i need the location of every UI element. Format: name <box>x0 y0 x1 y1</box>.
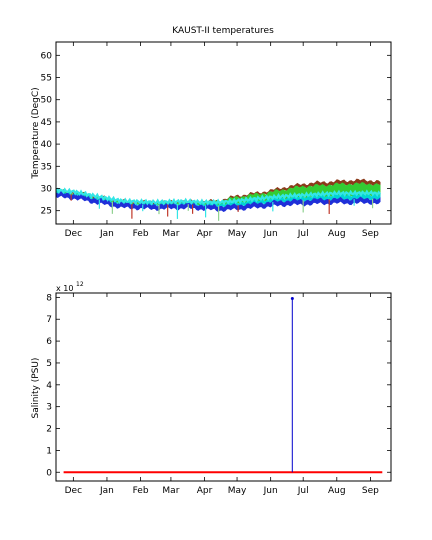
temperature-x-tick-label: Aug <box>328 229 346 239</box>
salinity-spike-marker <box>290 296 294 300</box>
salinity-y-tick-label: 1 <box>46 446 52 456</box>
temperature-x-tick-label: Apr <box>197 229 213 239</box>
temperature-plot-area: 25 30 35 40 45 50 55 60 Dec Jan Feb Mar Apr May Jun Jul… <box>41 41 392 239</box>
temperature-y-axis-label: Temperature (DegC) <box>31 87 41 179</box>
salinity-x-tick-label: Feb <box>133 486 149 496</box>
salinity-exponent-base: x 10 <box>56 284 73 293</box>
temperature-y-tick-label: 30 <box>41 184 53 194</box>
salinity-plot-area: 0 1 2 3 4 5 6 7 8 Dec Jan Feb Mar Apr May Jun Jul Aug Sep <box>46 292 392 496</box>
temperature-x-tick-label: Mar <box>162 229 179 239</box>
temperature-band-lower <box>55 191 381 212</box>
salinity-y-tick-label: 3 <box>46 403 52 413</box>
temperature-y-tick-label: 25 <box>41 207 52 217</box>
salinity-x-tick-label: Aug <box>328 486 346 496</box>
salinity-y-tick-label: 6 <box>46 337 52 347</box>
temperature-y-tick-label: 45 <box>41 118 52 128</box>
temperature-x-tick-label: Jul <box>297 229 309 239</box>
salinity-x-tick-label: Apr <box>197 486 213 496</box>
temperature-chart-title: KAUST-II temperatures <box>172 26 274 36</box>
salinity-x-tick-label: Sep <box>362 486 379 496</box>
temperature-panel: KAUST-II temperatures Temperature (DegC)… <box>31 26 392 239</box>
temperature-x-tick-label: May <box>228 229 247 239</box>
salinity-y-axis-label: Salinity (PSU) <box>31 358 41 419</box>
salinity-y-tick-label: 4 <box>46 381 52 391</box>
salinity-x-tick-label: Jul <box>297 486 309 496</box>
salinity-exponent-power: 12 <box>76 281 84 288</box>
temperature-y-tick-label: 50 <box>41 96 53 106</box>
salinity-y-tick-label: 2 <box>46 425 52 435</box>
temperature-x-tick-label: Jun <box>263 229 278 239</box>
temperature-axes-frame <box>55 41 392 225</box>
salinity-x-tick-label: Jun <box>263 486 278 496</box>
salinity-x-tick-label: May <box>228 486 247 496</box>
salinity-x-tick-label: Mar <box>162 486 179 496</box>
temperature-y-tick-label: 60 <box>41 51 53 61</box>
temperature-y-tick-label: 55 <box>41 74 52 84</box>
temperature-x-tick-label: Jan <box>99 229 114 239</box>
temperature-x-tick-label: Feb <box>133 229 149 239</box>
temperature-x-tick-label: Sep <box>362 229 379 239</box>
temperature-y-tick-label: 40 <box>41 140 53 150</box>
salinity-x-tick-label: Dec <box>65 486 82 496</box>
temperature-y-tick-label: 35 <box>41 162 52 172</box>
salinity-y-tick-label: 0 <box>46 468 52 478</box>
temperature-x-tick-label: Dec <box>65 229 82 239</box>
temperature-cyan-trace <box>55 187 382 206</box>
salinity-axes-frame <box>55 292 392 482</box>
salinity-y-tick-label: 7 <box>46 315 52 325</box>
salinity-y-tick-label: 8 <box>46 293 52 303</box>
salinity-y-tick-label: 5 <box>46 359 52 369</box>
salinity-x-tick-label: Jan <box>99 486 114 496</box>
salinity-y-exponent: x 10 12 <box>56 281 84 293</box>
